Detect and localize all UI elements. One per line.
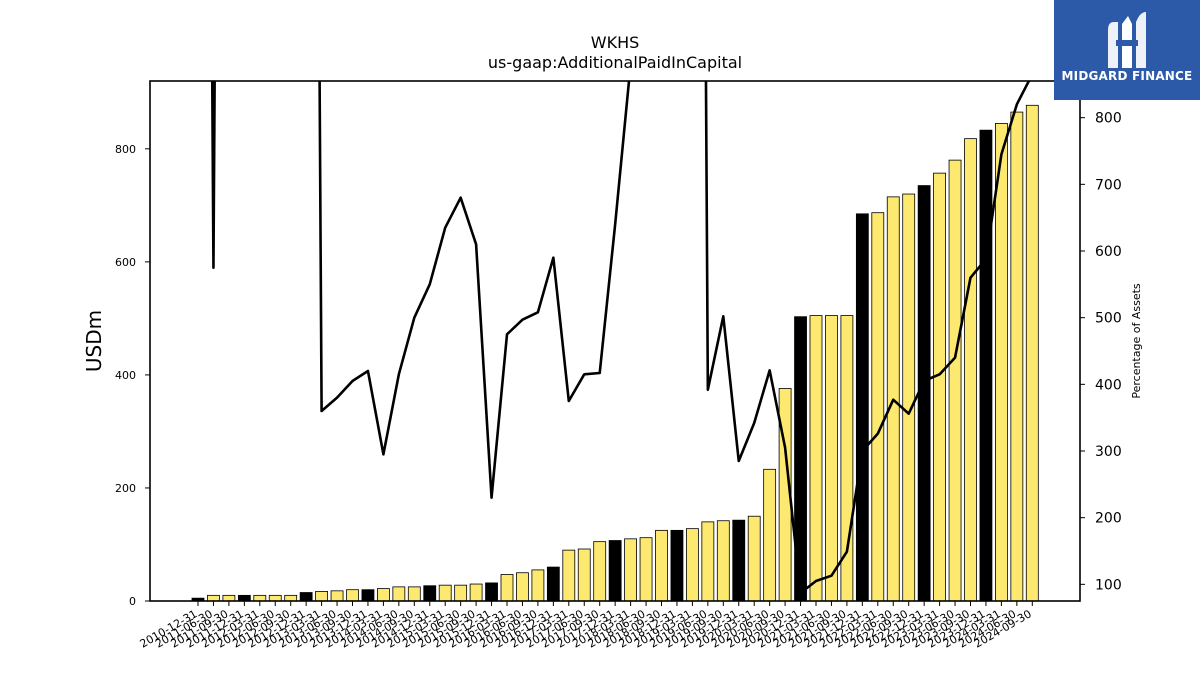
bar-2015-12-31 — [485, 582, 498, 601]
right-tick-label: 600 — [1095, 244, 1122, 260]
bar-2011-09-30 — [222, 594, 236, 601]
left-tick-label: 800 — [115, 143, 136, 156]
y-axis-label: USDm — [82, 310, 106, 372]
bar-2023-12-31 — [979, 129, 993, 601]
bar-2019-12-31 — [732, 519, 746, 601]
right-tick-label: 300 — [1095, 444, 1122, 460]
chart-title: WKHS — [591, 33, 640, 52]
bar-2015-06-30 — [454, 584, 468, 601]
left-tick-label: 600 — [115, 256, 136, 269]
right-tick-label: 400 — [1095, 377, 1122, 393]
bar-2016-03-31 — [500, 574, 514, 601]
bar-2024-09-30 — [1025, 104, 1039, 601]
right-tick-label: 100 — [1095, 577, 1122, 593]
bar-2017-12-31 — [608, 540, 622, 601]
bar-2018-03-31 — [624, 538, 637, 601]
bar-2020-12-31 — [794, 316, 807, 601]
bar-2016-06-30 — [516, 572, 529, 601]
bar-2014-03-31 — [376, 588, 390, 601]
bar-2012-12-31 — [299, 592, 313, 601]
bar-2023-03-31 — [933, 172, 946, 601]
bar-2022-03-31 — [871, 212, 885, 601]
bar-2018-06-30 — [639, 537, 653, 601]
line-series — [210, 81, 1031, 595]
bar-2016-09-30 — [531, 569, 545, 601]
bar-2015-09-30 — [469, 583, 483, 601]
bar-2015-03-31 — [438, 584, 452, 601]
y2-axis-label: Percentage of Assets — [1130, 283, 1143, 399]
right-tick-label: 500 — [1095, 311, 1122, 327]
bar-2021-03-31 — [809, 315, 823, 601]
bar-2019-06-30 — [701, 521, 715, 601]
bar-2020-03-31 — [747, 515, 761, 601]
bar-2013-03-31 — [315, 590, 329, 601]
bar-2017-09-30 — [593, 541, 607, 601]
logo-text: MIDGARD FINANCE — [1061, 69, 1193, 83]
bar-2017-06-30 — [577, 548, 591, 601]
percentage-of-assets-line — [210, 81, 1031, 595]
bar-2022-12-31 — [917, 185, 931, 601]
left-tick-label: 0 — [129, 595, 136, 608]
bar-2016-12-31 — [546, 566, 560, 601]
midgard-finance-logo: MIDGARD FINANCE — [1054, 0, 1200, 100]
bar-2012-06-30 — [268, 594, 282, 601]
bar-2017-03-31 — [562, 549, 576, 601]
left-tick-label: 200 — [115, 482, 136, 495]
right-tick-label: 700 — [1095, 177, 1122, 193]
bar-2019-03-31 — [686, 528, 699, 601]
bar-2020-06-30 — [763, 468, 777, 601]
bar-2013-06-30 — [330, 590, 344, 601]
bar-2021-12-31 — [855, 213, 869, 601]
bar-2022-09-30 — [902, 193, 916, 601]
bar-2013-12-31 — [361, 589, 375, 601]
bar-2018-09-30 — [655, 529, 668, 601]
bar-2024-06-30 — [1010, 111, 1024, 601]
bar-2019-09-30 — [716, 520, 730, 601]
bar-2014-06-30 — [392, 586, 406, 601]
x-axis: 2010-12-312011-06-302011-09-302011-12-31… — [138, 601, 1034, 651]
bar-2021-06-30 — [825, 315, 838, 601]
bar-2023-09-30 — [964, 138, 977, 601]
left-tick-label: 400 — [115, 369, 136, 382]
bar-2011-12-31 — [237, 594, 251, 601]
bar-2011-06-30 — [207, 594, 220, 601]
bar-2024-03-31 — [995, 122, 1008, 601]
bar-2013-09-30 — [346, 589, 359, 601]
right-tick-label: 800 — [1095, 111, 1122, 127]
bar-2014-09-30 — [407, 586, 421, 601]
bar-series — [191, 104, 1039, 601]
bar-2018-12-31 — [670, 529, 684, 601]
left-axis: 0 200 400 600 800 — [115, 143, 150, 608]
chart-subtitle: us-gaap:AdditionalPaidInCapital — [488, 53, 742, 72]
right-tick-label: 200 — [1095, 511, 1122, 527]
bar-2012-09-30 — [284, 594, 298, 601]
bar-2014-12-31 — [423, 585, 437, 601]
right-axis: 100 200 300 400 500 600 700 800 — [1080, 111, 1122, 593]
bar-2023-06-30 — [948, 159, 962, 601]
midgard-logo-icon — [1108, 12, 1146, 68]
bar-2012-03-31 — [253, 594, 267, 601]
